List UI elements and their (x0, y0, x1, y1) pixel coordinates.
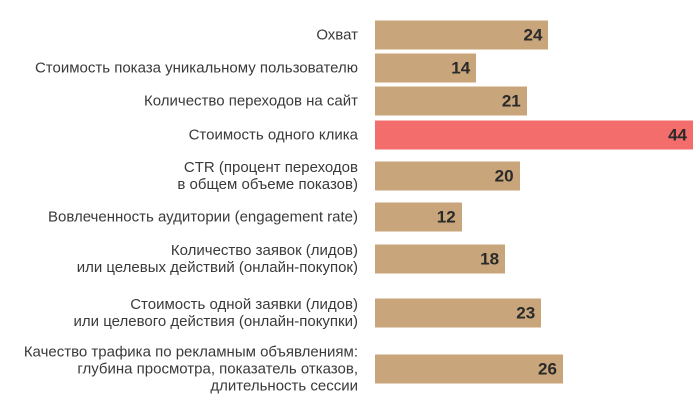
bar: 26 (375, 354, 563, 384)
value-label: 44 (668, 125, 687, 145)
category-label: Охват (316, 26, 358, 44)
category-label: Стоимость одного клика (188, 126, 358, 144)
category-label: Стоимость одной заявки (лидов) или целев… (73, 296, 358, 330)
category-label: Стоимость показа уникальному пользовател… (34, 59, 358, 77)
category-label: CTR (процент переходов в общем объеме по… (177, 159, 358, 193)
bar: 44 (375, 120, 693, 150)
value-label: 18 (480, 249, 500, 269)
bar: 24 (375, 20, 549, 50)
value-label: 14 (451, 58, 471, 78)
value-label: 26 (537, 359, 557, 379)
bar: 23 (375, 298, 542, 328)
value-label: 23 (516, 303, 536, 323)
bar: 20 (375, 161, 520, 191)
bar: 14 (375, 53, 477, 83)
category-label: Количество переходов на сайт (144, 92, 358, 110)
bar: 12 (375, 202, 462, 232)
bar: 18 (375, 244, 506, 274)
category-label: Количество заявок (лидов) или целевых де… (76, 242, 358, 276)
value-label: 24 (523, 25, 543, 45)
category-label: Качество трафика по рекламным объявления… (23, 343, 358, 395)
value-label: 20 (494, 166, 514, 186)
value-label: 12 (436, 207, 456, 227)
value-label: 21 (501, 91, 521, 111)
category-label: Вовлеченность аудитории (engagement rate… (47, 208, 358, 226)
bar: 21 (375, 86, 527, 116)
